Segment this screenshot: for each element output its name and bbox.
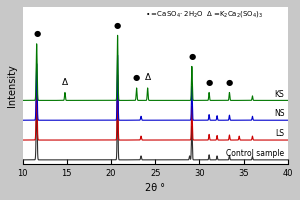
- Text: Δ: Δ: [62, 78, 68, 87]
- Text: ●: ●: [133, 73, 140, 82]
- Text: ●: ●: [114, 21, 121, 30]
- X-axis label: 2θ °: 2θ °: [145, 183, 165, 193]
- Text: LS: LS: [275, 129, 284, 138]
- Text: ●: ●: [206, 78, 213, 87]
- Text: ●: ●: [33, 29, 40, 38]
- Text: NS: NS: [274, 109, 284, 118]
- Text: $\bullet$$=\!$CaSO$_4$$\cdot$ 2H$_2$O  $\Delta$$=\!$K$_2$Ca$_2$(SO$_4$)$_3$: $\bullet$$=\!$CaSO$_4$$\cdot$ 2H$_2$O $\…: [145, 9, 263, 19]
- Text: ●: ●: [188, 52, 196, 61]
- Text: ●: ●: [226, 78, 233, 87]
- Text: KS: KS: [274, 90, 284, 99]
- Text: Δ: Δ: [145, 73, 151, 82]
- Text: Control sample: Control sample: [226, 149, 284, 158]
- Y-axis label: Intensity: Intensity: [7, 64, 17, 107]
